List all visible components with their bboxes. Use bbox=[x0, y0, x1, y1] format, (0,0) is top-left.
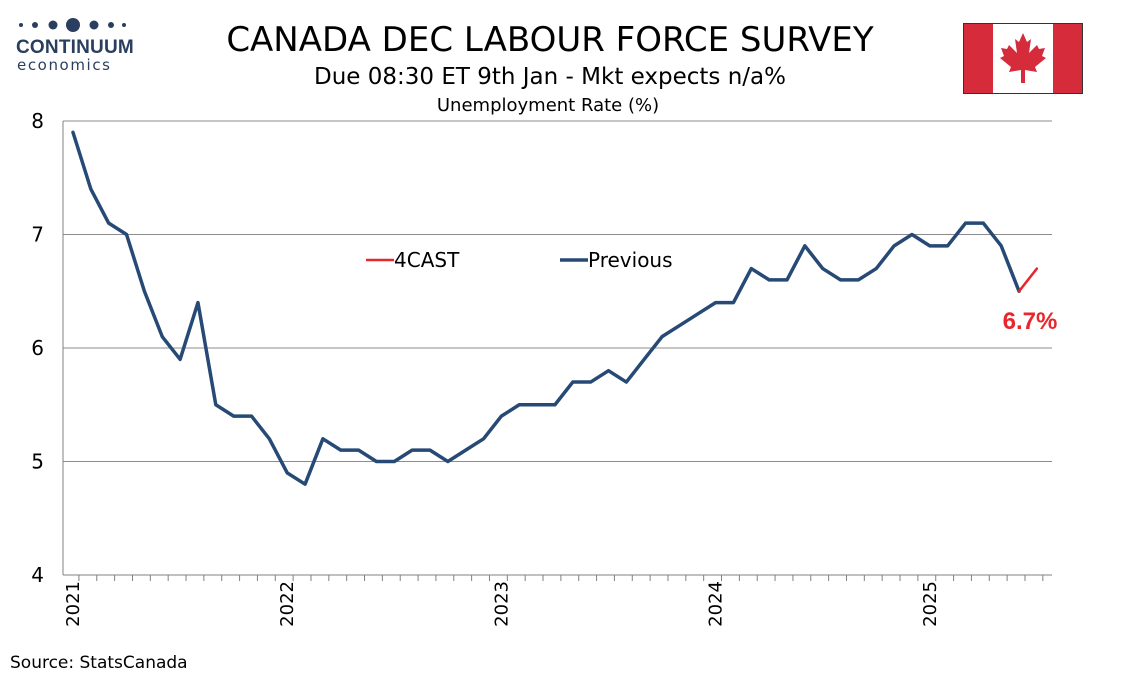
canada-flag-icon bbox=[963, 23, 1083, 94]
legend-label-forecast: 4CAST bbox=[394, 248, 460, 272]
previous-series-line bbox=[71, 130, 1021, 486]
logo-dot bbox=[122, 23, 126, 27]
logo-dot bbox=[48, 20, 58, 30]
x-tick-label: 2025 bbox=[920, 581, 941, 627]
x-tick-label: 2021 bbox=[63, 581, 84, 627]
chart-title: Unemployment Rate (%) bbox=[436, 95, 660, 116]
brand-name: CONTINUUM bbox=[16, 37, 134, 58]
x-tick-label: 2022 bbox=[277, 581, 298, 627]
y-tick-label: 6 bbox=[31, 336, 44, 360]
logo-dot bbox=[108, 22, 114, 28]
logo-dot bbox=[89, 20, 99, 30]
x-tick-label: 2023 bbox=[491, 581, 512, 627]
page-subtitle: Due 08:30 ET 9th Jan - Mkt expects n/a% bbox=[314, 64, 786, 90]
y-tick-label: 8 bbox=[31, 109, 44, 133]
y-tick-label: 5 bbox=[31, 450, 44, 474]
forecast-series-line bbox=[1017, 267, 1039, 293]
logo-dot bbox=[32, 22, 38, 28]
source-note: Source: StatsCanada bbox=[10, 653, 188, 673]
logo-dot bbox=[66, 18, 80, 32]
x-tick-label: 2024 bbox=[706, 581, 727, 627]
y-tick-label: 4 bbox=[31, 563, 44, 587]
legend-label-previous: Previous bbox=[588, 248, 673, 272]
logo-dots bbox=[19, 18, 126, 32]
forecast-value-label: 6.7% bbox=[1003, 308, 1058, 335]
brand-subtitle: economics bbox=[17, 56, 112, 74]
page-title: CANADA DEC LABOUR FORCE SURVEY bbox=[226, 20, 874, 60]
logo-dot bbox=[19, 23, 23, 27]
y-tick-label: 7 bbox=[31, 223, 44, 247]
